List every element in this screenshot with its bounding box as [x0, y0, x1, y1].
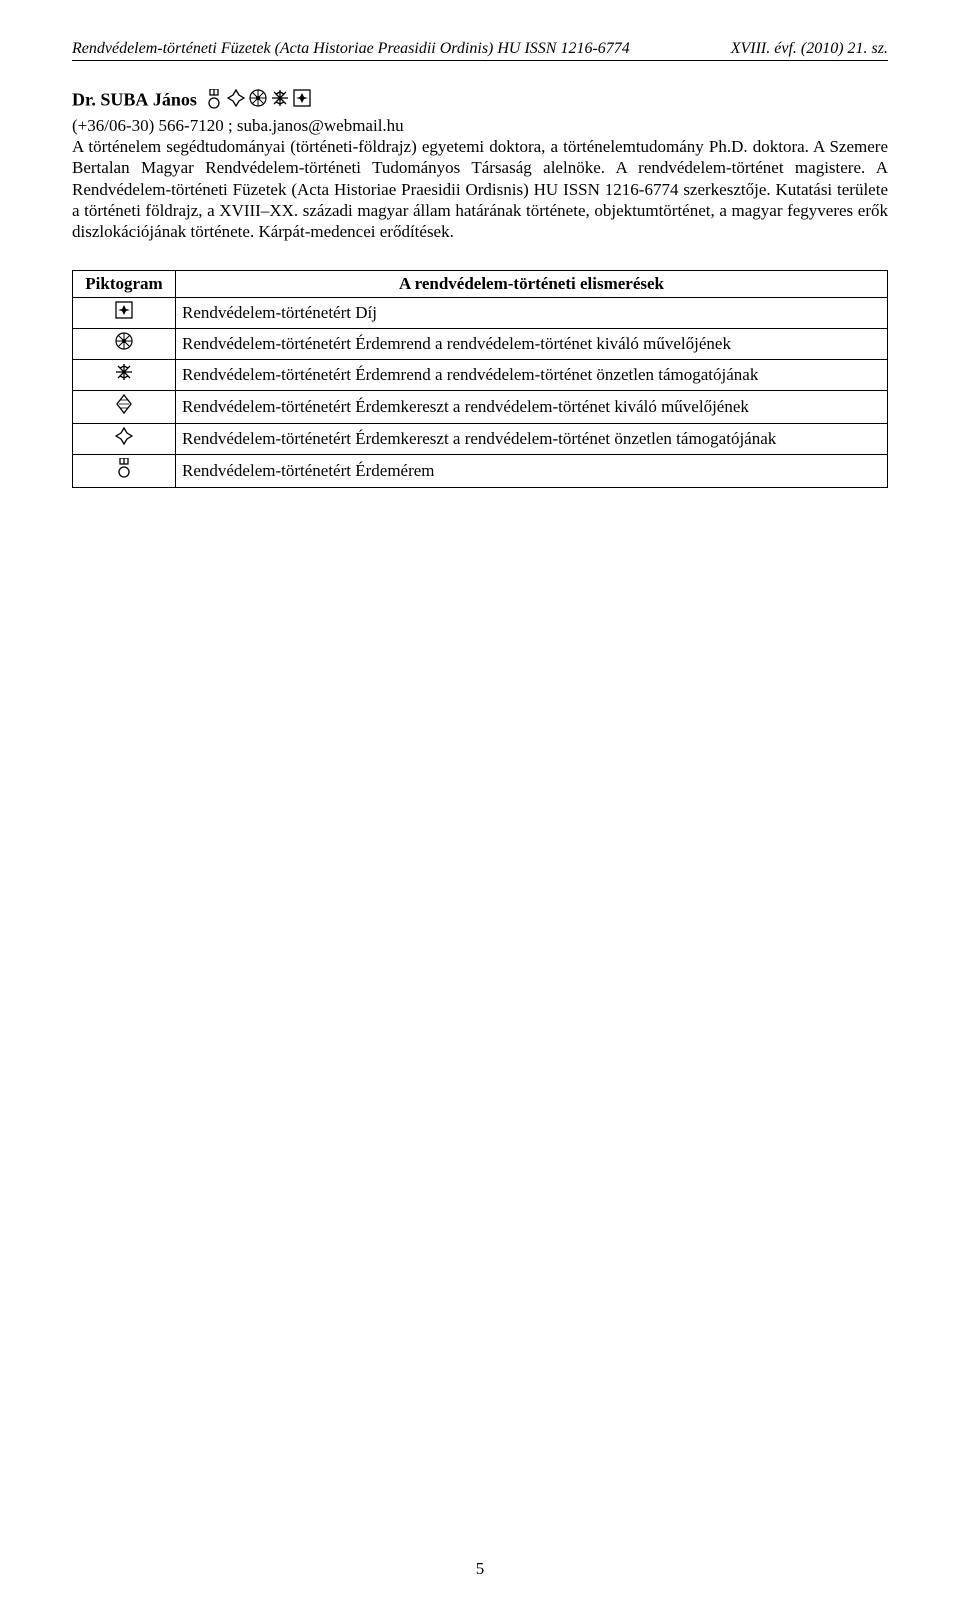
award-description: Rendvédelem-történetért Érdemkereszt a r…: [176, 391, 888, 424]
award-description: Rendvédelem-történetért Érdemkereszt a r…: [176, 424, 888, 455]
table-row: Rendvédelem-történetért Érdemkereszt a r…: [73, 391, 888, 424]
award-description: Rendvédelem-történetért Érdemrend a rend…: [176, 360, 888, 391]
awards-header-row: Piktogram A rendvédelem-történeti elisme…: [73, 271, 888, 298]
diamond-icon: [73, 391, 176, 424]
rosette-icon: [73, 329, 176, 360]
table-row: Rendvédelem-történetért Díj: [73, 298, 888, 329]
running-head-right: XVIII. évf. (2010) 21. sz.: [731, 40, 888, 58]
plaque-icon: [293, 89, 311, 114]
awards-header-desc: A rendvédelem-történeti elismerések: [176, 271, 888, 298]
cross-icon: [227, 89, 245, 114]
running-head: Rendvédelem-történeti Füzetek (Acta Hist…: [72, 40, 888, 61]
rosette-icon: [249, 89, 267, 114]
running-head-left: Rendvédelem-történeti Füzetek (Acta Hist…: [72, 40, 630, 58]
author-name-line: Dr. SUBA János: [72, 89, 888, 114]
awards-table: Piktogram A rendvédelem-történeti elisme…: [72, 270, 888, 488]
medal-icon: [205, 89, 223, 114]
author-bio: A történelem segédtudományai (történeti-…: [72, 136, 888, 242]
table-row: Rendvédelem-történetért Érdemkereszt a r…: [73, 424, 888, 455]
table-row: Rendvédelem-történetért Érdemérem: [73, 455, 888, 488]
plaque-icon: [73, 298, 176, 329]
medal-icon: [73, 455, 176, 488]
starburst-icon: [271, 89, 289, 114]
author-icons: [205, 89, 311, 114]
award-description: Rendvédelem-történetért Érdemérem: [176, 455, 888, 488]
award-description: Rendvédelem-történetért Érdemrend a rend…: [176, 329, 888, 360]
author-surname: SUBA: [100, 90, 148, 110]
awards-header-picto: Piktogram: [73, 271, 176, 298]
page-number: 5: [0, 1559, 960, 1579]
starburst-icon: [73, 360, 176, 391]
table-row: Rendvédelem-történetért Érdemrend a rend…: [73, 329, 888, 360]
document-page: Rendvédelem-történeti Füzetek (Acta Hist…: [0, 0, 960, 1607]
author-prefix: Dr.: [72, 90, 96, 110]
author-firstname: János: [153, 90, 197, 110]
award-description: Rendvédelem-történetért Díj: [176, 298, 888, 329]
author-contact: (+36/06-30) 566-7120 ; suba.janos@webmai…: [72, 116, 888, 136]
cross-icon: [73, 424, 176, 455]
table-row: Rendvédelem-történetért Érdemrend a rend…: [73, 360, 888, 391]
